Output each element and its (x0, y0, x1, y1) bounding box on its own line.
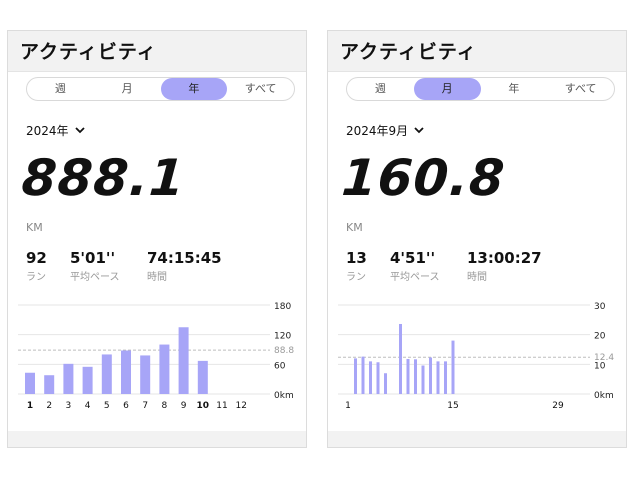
x-tick-label: 2 (46, 401, 52, 411)
activity-panel-year: アクティビティ 週 月 年 すべて 2024年 888.1 KM 92 ラン 5… (7, 30, 307, 448)
x-tick-label: 5 (104, 401, 110, 411)
x-tick-label: 8 (162, 401, 168, 411)
stat-avg-pace-label: 平均ペース (390, 272, 440, 283)
bar-month-10 (197, 360, 208, 394)
stat-runs-value: 92 (26, 249, 47, 267)
panel-header (8, 31, 306, 72)
stat-time-label: 時間 (147, 272, 167, 283)
tab-all[interactable]: すべて (244, 82, 277, 95)
stat-runs-label: ラン (346, 272, 366, 283)
y-tick-label: 0km (594, 391, 614, 401)
x-tick-label: 6 (123, 401, 129, 411)
bar-day-4 (369, 361, 372, 394)
y-tick-label: 20 (594, 332, 606, 342)
stat-avg-pace-value: 5'01'' (70, 249, 116, 267)
page-title: アクティビティ (20, 41, 157, 63)
tab-week[interactable]: 週 (54, 82, 66, 95)
y-tick-label: 60 (274, 361, 286, 371)
y-tick-label: 30 (594, 302, 606, 312)
average-label: 12.4 (594, 353, 614, 363)
average-label: 88.8 (274, 346, 294, 356)
x-tick-label: 11 (216, 401, 227, 411)
stat-time: 13:00:27 時間 (467, 249, 542, 283)
bar-day-9 (406, 358, 410, 394)
tab-month[interactable]: 月 (413, 78, 481, 100)
total-distance: 888.1 (19, 149, 188, 207)
stat-avg-pace-value: 4'51'' (390, 249, 436, 267)
x-tick-label: 1 (345, 401, 351, 411)
bar-day-6 (384, 373, 387, 394)
period-label: 2024年 (26, 124, 69, 138)
stat-runs-value: 13 (346, 249, 367, 267)
activity-panel-month: アクティビティ 週 月 年 すべて 2024年9月 160.8 KM 13 ラン… (327, 30, 627, 448)
x-tick-label: 29 (552, 401, 564, 411)
stat-runs-label: ラン (26, 272, 46, 283)
bar-month-2 (44, 375, 55, 394)
bar-month-4 (82, 366, 93, 394)
stat-avg-pace: 5'01'' 平均ペース (70, 249, 120, 283)
bar-day-5 (376, 362, 380, 394)
distance-unit: KM (26, 221, 43, 234)
y-tick-label: 180 (274, 302, 291, 312)
bar-day-12 (429, 357, 432, 394)
x-tick-label: 4 (85, 401, 91, 411)
bar-day-3 (361, 356, 365, 394)
x-tick-label: 3 (66, 401, 72, 411)
bar-day-10 (414, 359, 417, 394)
panel-header (328, 31, 626, 72)
stat-runs: 13 ラン (346, 249, 367, 283)
bar-month-1 (25, 372, 35, 394)
panel-footer (8, 431, 306, 447)
x-tick-label: 12 (235, 401, 246, 411)
stat-avg-pace-label: 平均ペース (70, 272, 120, 283)
x-tick-label: 7 (142, 401, 148, 411)
bar-month-8 (159, 344, 170, 394)
tab-year[interactable]: 年 (508, 82, 520, 95)
total-distance: 160.8 (339, 149, 508, 207)
stat-runs: 92 ラン (26, 249, 47, 283)
x-tick-label: 9 (181, 401, 187, 411)
bar-day-11 (421, 365, 425, 394)
x-tick-label: 1 (27, 401, 33, 411)
tab-all[interactable]: すべて (564, 82, 597, 95)
tab-week[interactable]: 週 (374, 82, 386, 95)
bar-month-9 (178, 327, 189, 394)
bar-month-3 (63, 363, 74, 394)
bar-month-6 (121, 350, 131, 394)
chevron-down-icon (414, 127, 424, 134)
stat-time-value: 13:00:27 (467, 249, 542, 267)
daily-distance-chart: 0km 10 20 30 12.4 1 15 29 (338, 302, 614, 411)
stat-avg-pace: 4'51'' 平均ペース (390, 249, 440, 283)
panel-footer (328, 431, 626, 447)
bar-day-2 (354, 358, 357, 394)
period-segmented-control: 週 月 年 すべて (346, 77, 615, 101)
x-tick-label: 15 (447, 401, 458, 411)
bar-month-5 (101, 354, 112, 394)
bar-day-15 (451, 340, 455, 394)
tab-month[interactable]: 月 (121, 82, 133, 95)
bar-day-8 (399, 323, 402, 394)
y-tick-label: 0km (274, 391, 294, 401)
stat-time-label: 時間 (467, 272, 487, 283)
distance-unit: KM (346, 221, 363, 234)
chevron-down-icon (74, 127, 85, 134)
stat-time: 74:15:45 時間 (147, 249, 222, 283)
page-title: アクティビティ (340, 41, 477, 63)
bar-day-13 (436, 361, 440, 394)
bar-month-7 (140, 355, 151, 394)
bar-day-14 (444, 361, 447, 394)
tab-year[interactable]: 年 (160, 78, 228, 100)
y-tick-label: 10 (594, 361, 606, 371)
x-tick-label: 10 (197, 401, 210, 411)
stat-time-value: 74:15:45 (147, 249, 222, 267)
period-label: 2024年9月 (346, 124, 409, 138)
period-segmented-control: 週 月 年 すべて (26, 77, 295, 101)
period-selector[interactable]: 2024年9月 (346, 122, 424, 139)
y-tick-label: 120 (274, 332, 291, 342)
period-selector[interactable]: 2024年 (26, 122, 85, 139)
